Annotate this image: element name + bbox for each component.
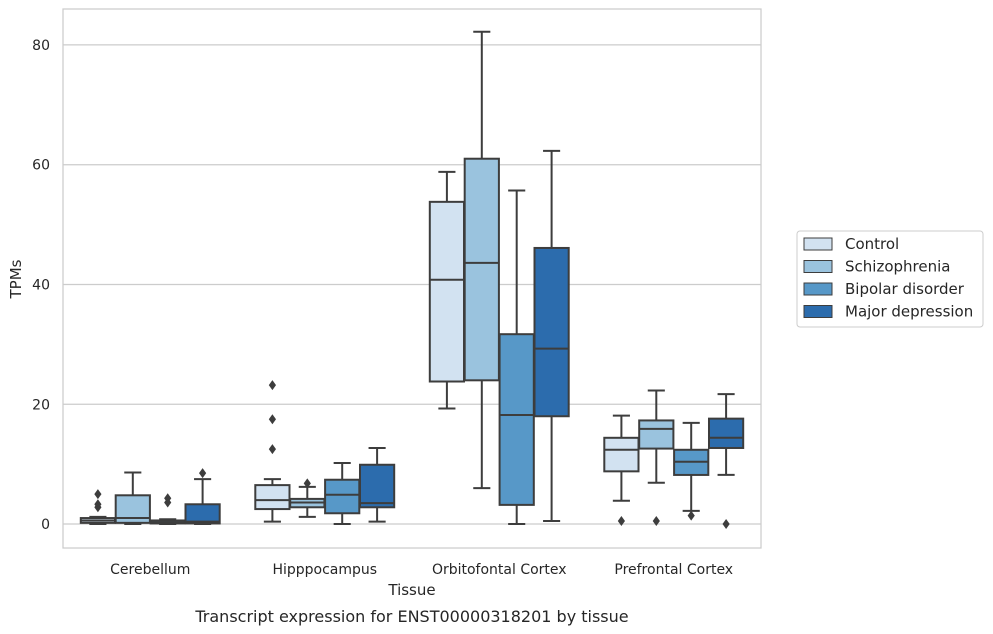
- x-tick-label: Orbitofontal Cortex: [432, 562, 567, 578]
- box: [533, 246, 570, 418]
- box: [184, 503, 221, 525]
- box-group: [533, 149, 570, 523]
- y-axis-title: TPMs: [7, 259, 25, 299]
- plot-area: [63, 9, 761, 548]
- legend-swatch: [803, 282, 833, 296]
- x-tick-label: Cerebellum: [110, 562, 190, 578]
- y-axis-ticks: 0 20 40 60 80: [32, 38, 50, 533]
- legend-frame: [796, 230, 984, 328]
- y-tick-label: 40: [32, 277, 50, 293]
- outlier-point: [268, 380, 276, 391]
- y-tick-label: 60: [32, 158, 50, 174]
- outlier-point: [94, 499, 102, 510]
- box-group: [324, 461, 361, 526]
- box-group: [149, 493, 186, 526]
- box-group: [638, 389, 675, 527]
- legend-label: Bipolar disorder: [845, 280, 965, 298]
- outlier-point: [652, 516, 660, 527]
- box-group: [428, 170, 466, 410]
- x-tick-label: Prefrontal Cortex: [614, 562, 733, 578]
- box-group: [673, 421, 710, 521]
- box-group: [114, 471, 151, 526]
- box: [707, 417, 745, 449]
- outlier-point: [94, 489, 102, 500]
- box-group: [184, 468, 221, 526]
- legend-label: Schizophrenia: [845, 258, 950, 276]
- box: [498, 333, 535, 506]
- box: [603, 436, 640, 473]
- legend-swatch: [803, 260, 833, 273]
- box-group: [707, 393, 745, 530]
- box-series: [79, 30, 745, 530]
- box: [254, 484, 291, 511]
- legend-label: Control: [845, 235, 899, 253]
- y-tick-label: 80: [32, 38, 50, 54]
- box-group: [254, 380, 291, 523]
- box: [428, 200, 466, 383]
- x-tick-label: Hipppocampus: [272, 562, 377, 578]
- y-tick-label: 20: [32, 397, 50, 413]
- outlier-point: [722, 519, 730, 530]
- box-group: [603, 414, 640, 527]
- outlier-point: [268, 444, 276, 455]
- box: [638, 419, 675, 450]
- box-group: [358, 446, 396, 523]
- box-group: [463, 30, 500, 490]
- plot-frame: [62, 8, 762, 549]
- legend: Control Schizophrenia Bipolar disorder Majo…: [796, 230, 984, 328]
- y-tick-label: 0: [41, 517, 50, 533]
- box: [358, 463, 396, 509]
- x-axis-title: Tissue: [387, 581, 435, 599]
- box: [463, 157, 500, 382]
- outlier-point: [164, 493, 172, 504]
- chart-caption: Transcript expression for ENST0000031820…: [194, 607, 628, 626]
- outlier-point: [617, 516, 625, 527]
- outlier-point: [268, 414, 276, 425]
- x-axis-ticks: Cerebellum Hipppocampus Orbitofontal Corte…: [110, 562, 733, 578]
- outlier-point: [303, 478, 311, 489]
- box: [324, 478, 361, 515]
- outlier-point: [687, 510, 695, 521]
- legend-swatch: [803, 237, 833, 251]
- outlier-point: [199, 468, 207, 479]
- legend-swatch: [803, 305, 833, 318]
- legend-items: Control Schizophrenia Bipolar disorder Majo…: [803, 235, 973, 321]
- box-group: [498, 189, 535, 526]
- legend-label: Major depression: [845, 303, 973, 321]
